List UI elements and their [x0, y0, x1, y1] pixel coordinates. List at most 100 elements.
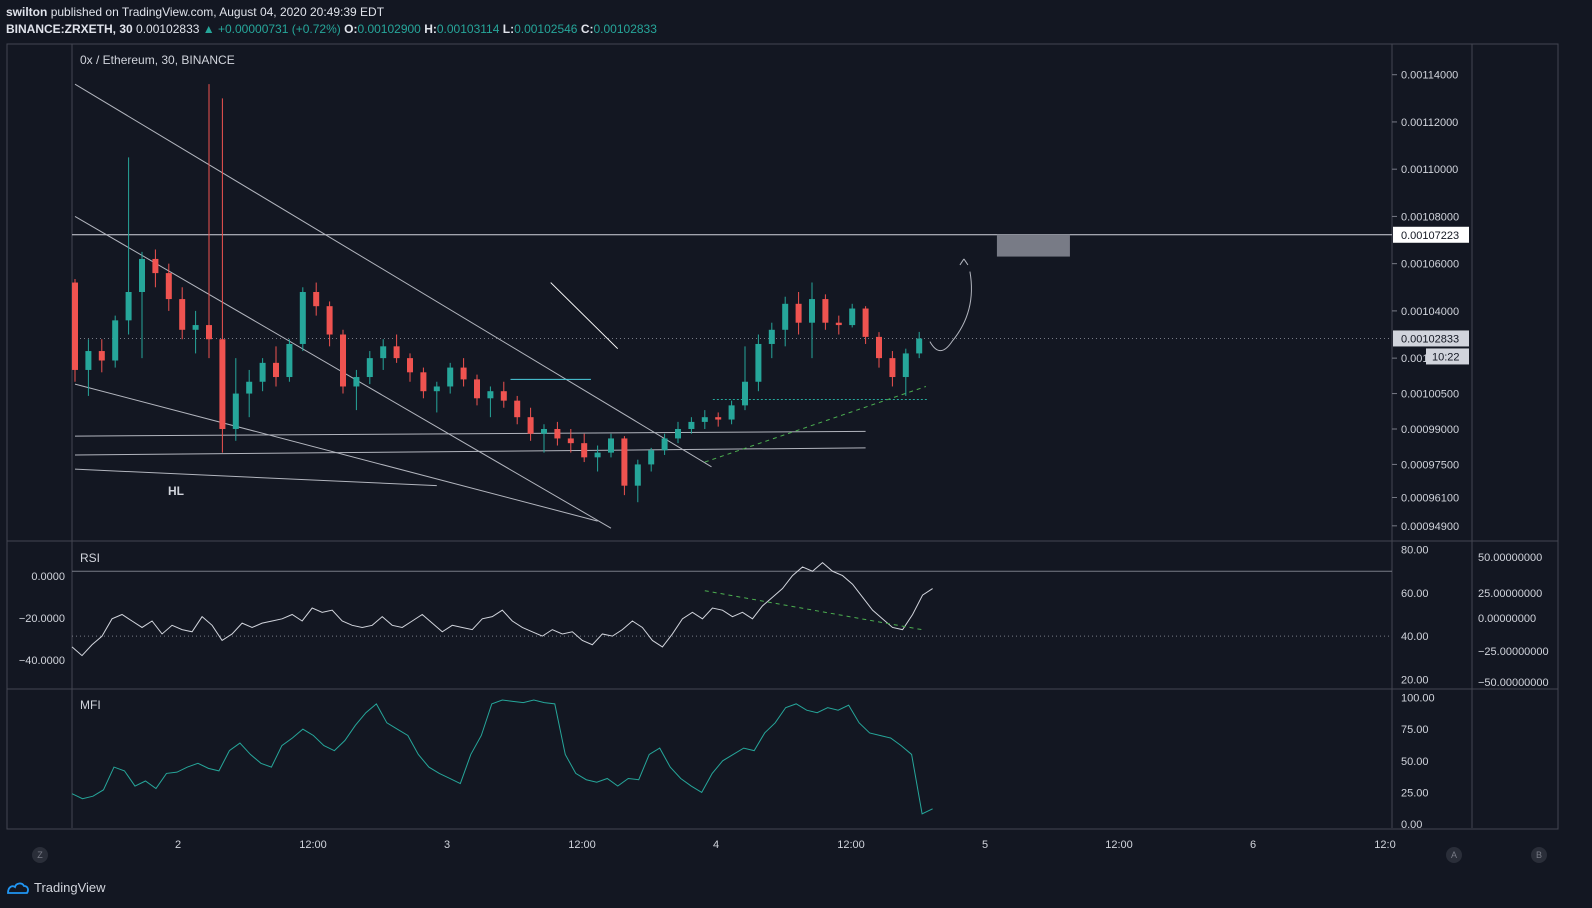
last-price: 0.00102833: [136, 22, 200, 36]
candle-body: [299, 292, 306, 344]
candle-body: [192, 325, 199, 330]
candle-body: [125, 292, 132, 321]
price-axis-label: 0.00112000: [1401, 117, 1458, 129]
candle-body: [648, 450, 655, 465]
candle-body: [353, 377, 360, 387]
candle-body: [326, 306, 333, 335]
price-change: ▲ +0.00000731 (+0.72%): [202, 22, 341, 36]
candle-body: [567, 438, 574, 444]
author-name[interactable]: swilton: [6, 5, 48, 19]
trendline: [74, 430, 866, 437]
candle-body: [246, 381, 253, 394]
candle-body: [179, 299, 186, 330]
candle-body: [675, 428, 681, 439]
candle-body: [902, 353, 909, 378]
mfi-axis-label: 75.00: [1401, 724, 1429, 736]
settings-b-button[interactable]: B: [1531, 847, 1547, 863]
trendline: [550, 282, 619, 350]
countdown-tag: [1426, 348, 1469, 365]
candle-body: [755, 343, 762, 382]
price-axis-label: 0.00110000: [1401, 164, 1458, 176]
rsi-divergence-line: [704, 590, 922, 631]
candle-body: [447, 367, 454, 387]
candle-body: [85, 351, 92, 370]
rsi-line: [71, 561, 933, 657]
last-price-tag: [1393, 330, 1469, 347]
close-value: 0.00102833: [593, 22, 657, 36]
candle-body: [286, 343, 293, 378]
candle-body: [152, 258, 159, 274]
candle-body: [72, 282, 78, 370]
candle-body: [701, 417, 708, 422]
mfi-line: [71, 699, 933, 815]
candle-body: [112, 320, 119, 361]
time-axis-label: 3: [444, 839, 450, 851]
open-value: 0.00102900: [357, 22, 421, 36]
mfi-axis-label: 50.00: [1401, 756, 1429, 768]
candle-body: [554, 428, 561, 439]
candle-body: [715, 417, 722, 420]
candle-body: [460, 367, 467, 380]
candle-body: [139, 258, 145, 292]
projection-arrowhead-icon: [959, 258, 969, 266]
rsi-far-axis-label: 50.00000000: [1478, 552, 1542, 564]
time-axis-label: 12:00: [1105, 839, 1133, 851]
candle-body: [782, 303, 789, 330]
rsi-far-axis-label: −50.00000000: [1478, 677, 1549, 689]
countdown-label: 10:22: [1432, 351, 1460, 363]
time-axis-label: 12:0: [1374, 839, 1395, 851]
rsi-left-axis-label: 0.0000: [31, 571, 65, 583]
trendline: [74, 447, 866, 456]
projection-path: [929, 271, 972, 352]
rsi-axis-label: 40.00: [1401, 631, 1429, 643]
candle-body: [273, 362, 279, 378]
candle-body: [634, 464, 641, 486]
footer-brand[interactable]: TradingView: [6, 880, 106, 895]
candle-body: [541, 428, 547, 434]
candle-body: [688, 421, 695, 429]
high-value: 0.00103114: [436, 22, 500, 36]
candle-body: [621, 438, 628, 486]
mfi-axis-label: 25.00: [1401, 787, 1429, 799]
candle-body: [795, 303, 802, 323]
publish-info: swilton published on TradingView.com, Au…: [6, 5, 384, 19]
candle-body: [500, 391, 507, 401]
candle-body: [594, 452, 601, 458]
low-label: L:: [502, 22, 515, 36]
candle-body: [366, 358, 373, 378]
price-axis-label: 0.00094900: [1401, 521, 1459, 533]
target-zone-box: [996, 234, 1070, 257]
time-axis-label: 5: [982, 839, 988, 851]
price-axis-label: 0.00114000: [1401, 70, 1458, 82]
rsi-axis-label: 20.00: [1401, 674, 1429, 686]
candle-body: [514, 400, 521, 418]
auto-scale-button[interactable]: A: [1446, 847, 1462, 863]
mfi-title: MFI: [80, 698, 101, 712]
rsi-axis-label: 80.00: [1401, 545, 1429, 557]
candle-body: [527, 417, 534, 434]
close-label: C:: [580, 22, 594, 36]
candle-body: [206, 325, 212, 340]
low-value: 0.00102546: [514, 22, 578, 36]
timezone-button[interactable]: Z: [32, 847, 48, 863]
price-axis-label: 0.00106000: [1401, 259, 1459, 271]
candle-body: [809, 299, 815, 323]
time-axis-label: 12:00: [837, 839, 865, 851]
candle-body: [608, 438, 614, 453]
candle-body: [433, 386, 440, 392]
candle-body: [232, 393, 239, 429]
candle-body: [835, 322, 842, 326]
trendline: [74, 468, 437, 487]
trendline: [74, 83, 712, 468]
time-axis-label: 2: [175, 839, 181, 851]
candle-body: [420, 372, 427, 392]
candle-body: [313, 292, 320, 307]
candle-body: [916, 338, 923, 354]
tradingview-logo-icon: [7, 882, 29, 894]
rsi-axis-label: 60.00: [1401, 588, 1429, 600]
rsi-far-axis-label: 25.00000000: [1478, 588, 1542, 600]
price-axis-label: 0.00097500: [1401, 459, 1459, 471]
candle-body: [393, 346, 400, 359]
candle-body: [487, 391, 494, 399]
